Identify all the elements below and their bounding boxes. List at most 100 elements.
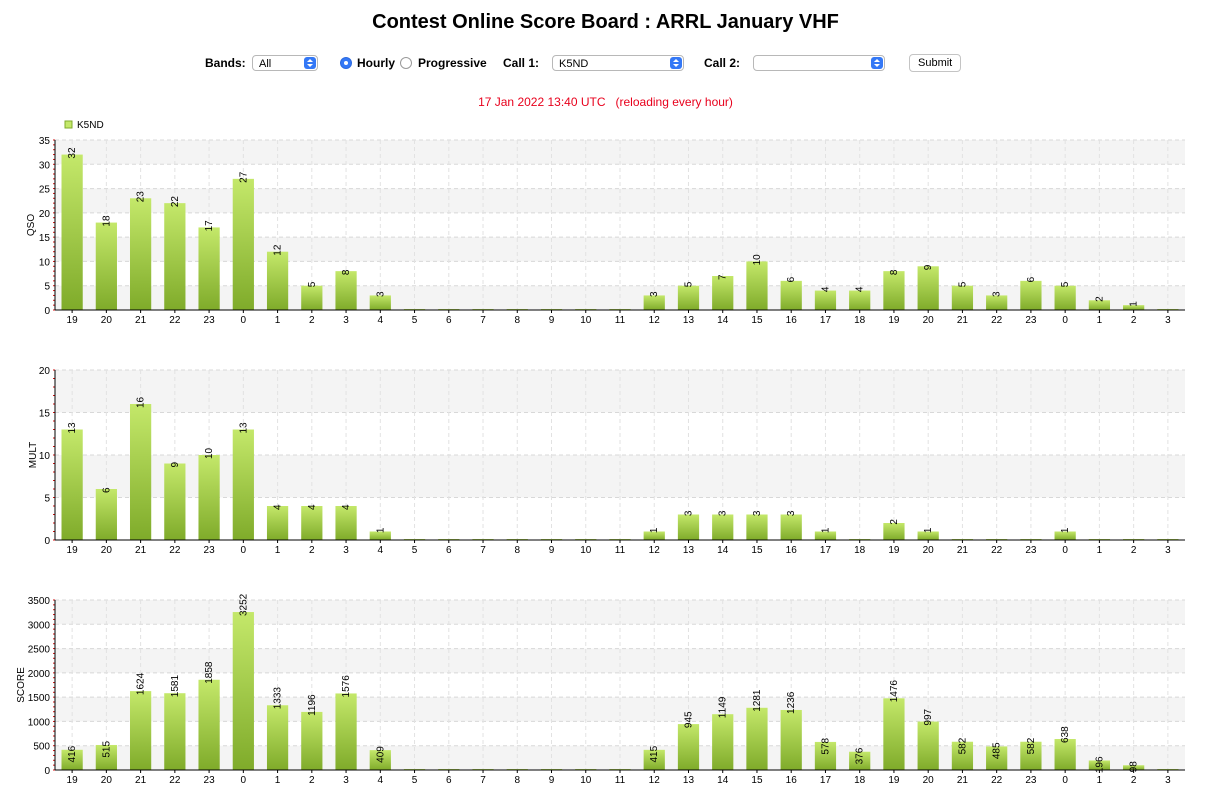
x-tick-label: 19 <box>67 775 79 786</box>
bar <box>369 531 391 540</box>
status-time: 17 Jan 2022 13:40 UTC <box>478 95 606 109</box>
bar <box>677 514 700 540</box>
hourly-radio[interactable] <box>340 57 352 69</box>
bar <box>643 749 665 770</box>
bar-value-label: 4 <box>273 504 284 510</box>
bar <box>1088 300 1111 310</box>
x-tick-label: 20 <box>923 775 935 786</box>
bar <box>917 721 939 770</box>
bar-value-label: 13 <box>67 422 78 434</box>
bar <box>643 531 665 540</box>
bar <box>677 285 700 310</box>
bar-value-label: 32 <box>67 147 78 159</box>
bar <box>61 749 83 770</box>
bar <box>301 285 323 310</box>
bar <box>61 429 83 540</box>
x-tick-label: 18 <box>854 315 866 326</box>
bar-value-label: 1 <box>1129 301 1140 307</box>
x-tick-label: 14 <box>717 545 729 556</box>
bar-value-label: 582 <box>957 737 968 754</box>
x-tick-label: 11 <box>615 315 626 326</box>
bar <box>814 741 837 770</box>
x-tick-label: 6 <box>446 545 452 556</box>
y-tick-label: 10 <box>39 257 51 268</box>
y-tick-label: 0 <box>44 306 50 317</box>
x-tick-label: 18 <box>854 775 866 786</box>
x-tick-label: 9 <box>549 315 555 326</box>
bar <box>883 523 905 540</box>
bar-value-label: 415 <box>649 745 660 762</box>
x-tick-label: 15 <box>751 775 763 786</box>
x-tick-label: 11 <box>615 545 626 556</box>
bar-value-label: 997 <box>923 708 934 725</box>
x-tick-label: 7 <box>480 315 486 326</box>
bar-value-label: 7 <box>718 274 729 280</box>
call1-select[interactable]: K5ND <box>552 55 684 71</box>
bar <box>232 178 254 310</box>
progressive-label: Progressive <box>418 56 487 70</box>
bar <box>1020 280 1042 310</box>
bar-value-label: 582 <box>1026 737 1037 754</box>
bar-value-label: 17 <box>204 220 215 232</box>
select-arrows-icon <box>871 57 883 69</box>
bar <box>1054 285 1076 310</box>
call1-select-value: K5ND <box>559 58 589 70</box>
x-tick-label: 1 <box>1097 315 1103 326</box>
bar <box>301 506 323 540</box>
bar <box>232 612 254 770</box>
bar-value-label: 1149 <box>718 696 729 718</box>
x-tick-label: 4 <box>378 315 384 326</box>
bar-value-label: 5 <box>957 281 968 287</box>
bar <box>1123 305 1145 310</box>
bar-value-label: 18 <box>101 215 112 227</box>
x-tick-label: 1 <box>275 315 281 326</box>
bar-value-label: 5 <box>1060 281 1071 287</box>
bar <box>643 295 665 310</box>
bar <box>917 531 939 540</box>
x-tick-label: 5 <box>412 315 418 326</box>
x-tick-label: 10 <box>580 315 592 326</box>
x-tick-label: 2 <box>309 315 315 326</box>
bar-value-label: 4 <box>341 504 352 510</box>
bar-value-label: 196 <box>1094 756 1105 773</box>
x-tick-label: 23 <box>1025 315 1037 326</box>
x-tick-label: 3 <box>343 545 349 556</box>
x-tick-label: 6 <box>446 775 452 786</box>
call2-select[interactable] <box>753 55 885 71</box>
x-tick-label: 12 <box>649 315 661 326</box>
x-tick-label: 21 <box>135 775 147 786</box>
bar <box>780 709 802 770</box>
x-tick-label: 1 <box>1097 775 1103 786</box>
x-tick-label: 15 <box>751 315 763 326</box>
bar-value-label: 1236 <box>786 691 797 714</box>
legend-swatch <box>64 120 73 129</box>
controls-bar: Bands: All Hourly Progressive Call 1: K5… <box>0 52 1211 74</box>
bar-value-label: 1 <box>1060 527 1071 533</box>
bar-value-label: 4 <box>855 286 866 292</box>
bar <box>335 506 357 540</box>
x-tick-label: 8 <box>514 775 520 786</box>
submit-button[interactable]: Submit <box>909 54 961 72</box>
x-tick-label: 23 <box>204 545 216 556</box>
bar <box>164 203 186 310</box>
x-tick-label: 20 <box>101 545 113 556</box>
bands-select[interactable]: All <box>252 55 318 71</box>
y-tick-label: 3500 <box>28 596 51 607</box>
y-tick-label: 1000 <box>28 717 51 728</box>
y-tick-label: 25 <box>39 185 51 196</box>
progressive-radio[interactable] <box>400 57 412 69</box>
x-tick-label: 2 <box>1131 545 1137 556</box>
x-tick-label: 17 <box>820 775 832 786</box>
x-tick-label: 1 <box>275 775 281 786</box>
bar-value-label: 5 <box>683 281 694 287</box>
bar <box>266 705 289 770</box>
bar <box>712 714 734 770</box>
bar <box>266 251 289 310</box>
x-tick-label: 23 <box>1025 545 1037 556</box>
x-tick-label: 21 <box>957 545 969 556</box>
bar-value-label: 13 <box>238 422 249 434</box>
bar-value-label: 515 <box>101 741 112 758</box>
bar <box>883 271 905 310</box>
bar <box>746 707 768 770</box>
